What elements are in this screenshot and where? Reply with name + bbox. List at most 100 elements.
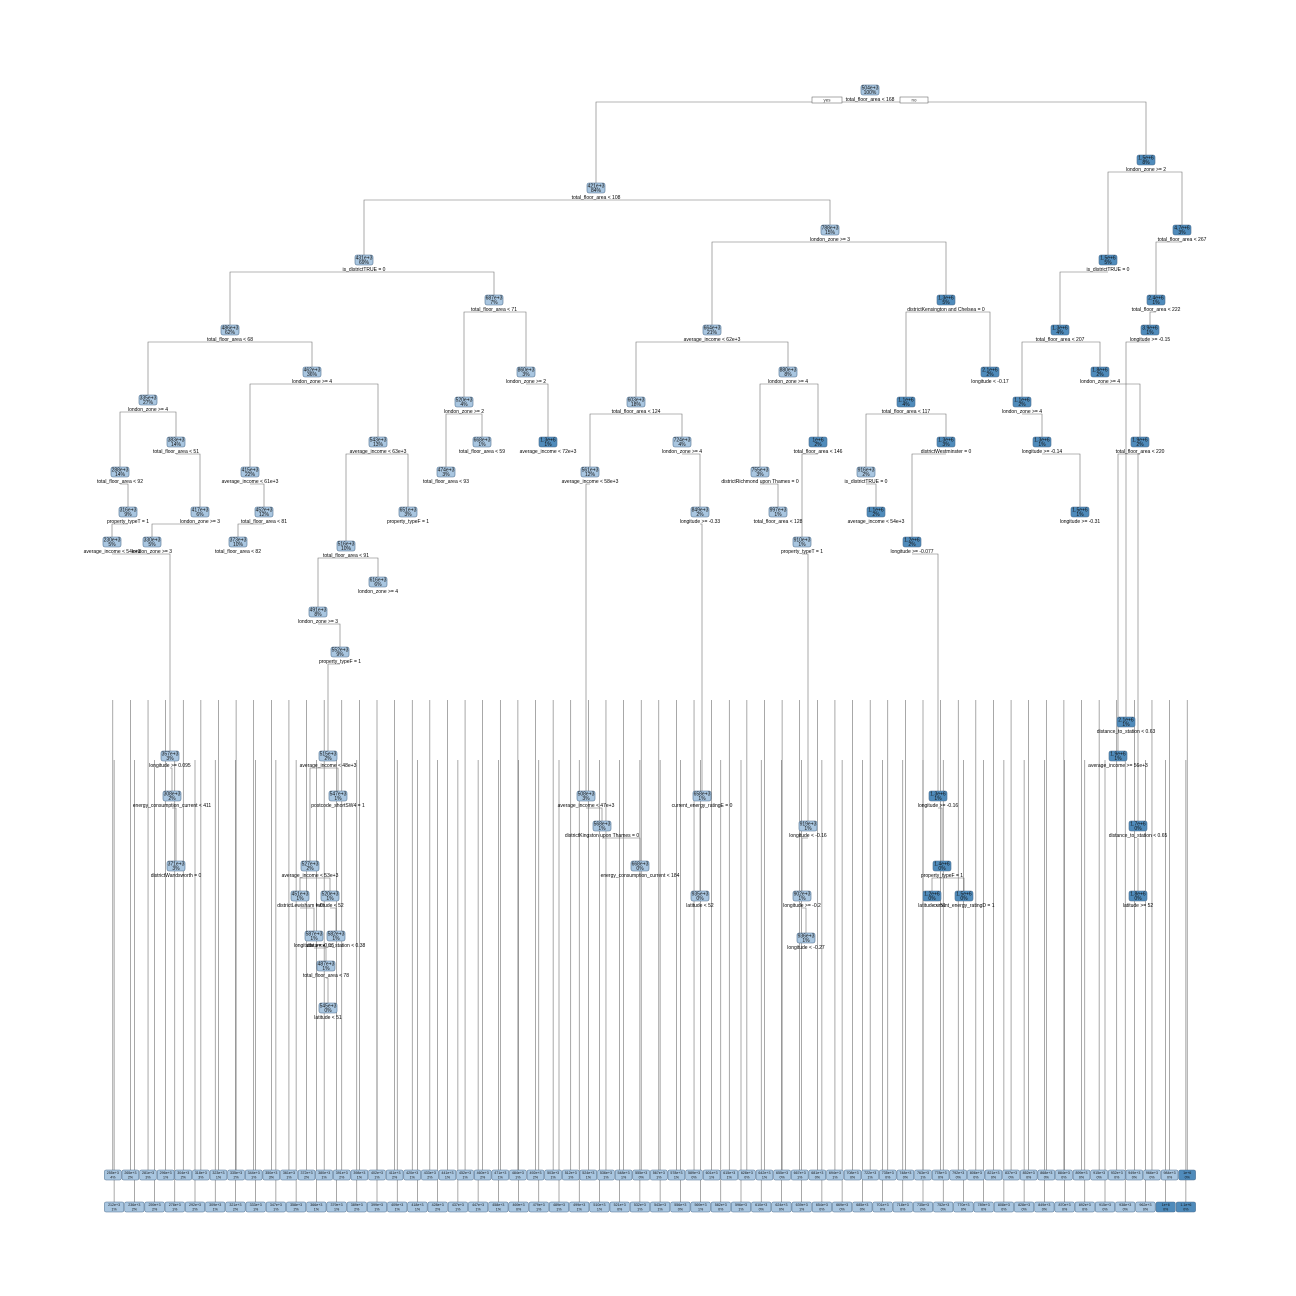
- leaf-percent: 0%: [1149, 1176, 1155, 1180]
- node-split-rule: longitude >= -0.15: [1130, 337, 1171, 343]
- leaf-percent: 0%: [1123, 1208, 1129, 1212]
- leaf-value: 624e+3: [775, 1203, 787, 1207]
- leaf-percent: 1%: [496, 1208, 502, 1212]
- node-percent: 3%: [942, 442, 950, 448]
- tree-edge: [801, 837, 808, 891]
- leaf-value: 344e+3: [248, 1171, 260, 1175]
- node-split-rule: longitude >= -0.15: [294, 943, 335, 949]
- node-value: 935e+3: [692, 891, 709, 897]
- leaf-box: [421, 1169, 439, 1181]
- tree-node: 664e+321%average_income < 62e+3: [684, 324, 741, 343]
- node-percent: 1%: [774, 512, 782, 518]
- leaf-value: 532e+3: [634, 1203, 646, 1207]
- leaf-percent: 1%: [920, 1176, 926, 1180]
- node-value: 860e+3: [518, 367, 535, 373]
- node-percent: 13%: [373, 442, 384, 448]
- node-percent: 22%: [245, 472, 256, 478]
- node-value: 357e+3: [162, 751, 179, 757]
- tree-edge: [870, 101, 1147, 155]
- node-percent: 1%: [322, 966, 330, 972]
- node-box: [142, 536, 162, 548]
- tree-node: 724e+34%london_zone >= 4: [662, 436, 702, 455]
- node-split-rule: average_income < 58e+3: [562, 479, 619, 485]
- leaf-value: 681e+3: [811, 1171, 823, 1175]
- leaf-percent: 2%: [392, 1176, 398, 1180]
- node-value: 664e+3: [704, 325, 721, 331]
- leaf-percent: 0%: [819, 1208, 825, 1212]
- leaf-box: [326, 1201, 347, 1213]
- node-box: [1012, 396, 1032, 408]
- node-split-rule: districtWandsworth = 0: [151, 873, 202, 879]
- leaf-box: [791, 1169, 809, 1181]
- leaf-box: [1034, 1201, 1055, 1213]
- leaf-value: 296e+3: [160, 1171, 172, 1175]
- tree-node: 4.7e+63%total_floor_area < 267: [1158, 224, 1207, 243]
- leaf-box: [1014, 1201, 1035, 1213]
- tree-edge: [299, 877, 310, 891]
- leaf-percent: 0%: [639, 1176, 645, 1180]
- node-value: 1.5e+6: [1138, 155, 1154, 161]
- leaf-value: 411e+3: [389, 1171, 401, 1175]
- leaf-value: 437e+3: [452, 1203, 464, 1207]
- node-box: [902, 536, 922, 548]
- node-percent: 1%: [698, 796, 706, 802]
- leaf-value: 708e+3: [847, 1171, 859, 1175]
- node-split-rule: london_zone >= 2: [1126, 167, 1166, 173]
- leaf-box: [456, 1169, 474, 1181]
- tree-node: 1.8e+62%london_zone >= 4: [1080, 366, 1120, 385]
- node-percent: 3%: [442, 472, 450, 478]
- node-value: 474e+3: [438, 467, 455, 473]
- node-split-rule: property_typeT = 1: [781, 549, 823, 555]
- node-box: [1032, 436, 1052, 448]
- tree-node: 1.1e+64%total_floor_area < 117: [882, 396, 930, 415]
- node-percent: 5%: [942, 300, 950, 306]
- leaf-value: 323e+3: [212, 1171, 224, 1175]
- leaf-box: [670, 1201, 691, 1213]
- node-value: 308e+3: [164, 791, 181, 797]
- node-value: 4.7e+6: [1174, 225, 1190, 231]
- leaf-value: 281e+3: [142, 1171, 154, 1175]
- node-percent: 2%: [814, 442, 822, 448]
- node-split-rule: london_zone >= 4: [662, 449, 702, 455]
- tree-node: 516e+310%total_floor_area < 91: [323, 540, 369, 559]
- tree-node: 658e+31%current_energy_ratingE = 0: [672, 790, 733, 809]
- tree-edge: [463, 311, 494, 397]
- leaf-value: 685e+3: [856, 1203, 868, 1207]
- tree-edge: [596, 199, 831, 225]
- node-percent: 5%: [148, 542, 156, 548]
- tree-node: 431e+369%is_districtTRUE = 0: [343, 254, 386, 273]
- node-percent: 4%: [678, 442, 686, 448]
- leaf-value: 441e+3: [441, 1171, 453, 1175]
- node-value: 415e+3: [242, 467, 259, 473]
- leaf-box: [579, 1169, 598, 1181]
- leaf-box: [403, 1169, 421, 1181]
- tree-node: 451e+31%districtLewisham = 0: [277, 890, 323, 909]
- leaf-box: [185, 1201, 205, 1213]
- leaf-value: 555e+3: [635, 1171, 647, 1175]
- tree-node: 357e+33%longitude >= 0.095: [149, 750, 191, 769]
- tree-edge: [589, 413, 636, 467]
- node-box: [866, 506, 886, 518]
- node-split-rule: distance_to_station < 0.38: [307, 943, 366, 949]
- leaf-box: [913, 1201, 933, 1213]
- node-split-rule: total_floor_area < 93: [423, 479, 469, 485]
- leaf-percent: 1%: [172, 1208, 178, 1212]
- node-split-rule: is_districtTRUE = 0: [845, 479, 888, 485]
- tree-node: 462e+336%london_zone >= 4: [292, 366, 332, 385]
- node-value: 902e+3: [794, 891, 811, 897]
- node-value: 1.9e+6: [1132, 437, 1148, 443]
- node-value: 508e+3: [578, 791, 595, 797]
- leaf-value: 1.1e+6: [1180, 1203, 1191, 1207]
- node-box: [1172, 224, 1192, 236]
- leaf-value: 596e+3: [735, 1203, 747, 1207]
- leaf-box: [738, 1169, 756, 1181]
- node-box: [922, 890, 942, 902]
- leaf-value: 849e+3: [1038, 1203, 1050, 1207]
- node-box: [1128, 890, 1148, 902]
- leaf-percent: 1%: [476, 1208, 482, 1212]
- tree-edge: [1155, 241, 1182, 295]
- tree-node: 651e+33%property_typeF = 1: [387, 506, 429, 525]
- node-box: [1098, 254, 1118, 266]
